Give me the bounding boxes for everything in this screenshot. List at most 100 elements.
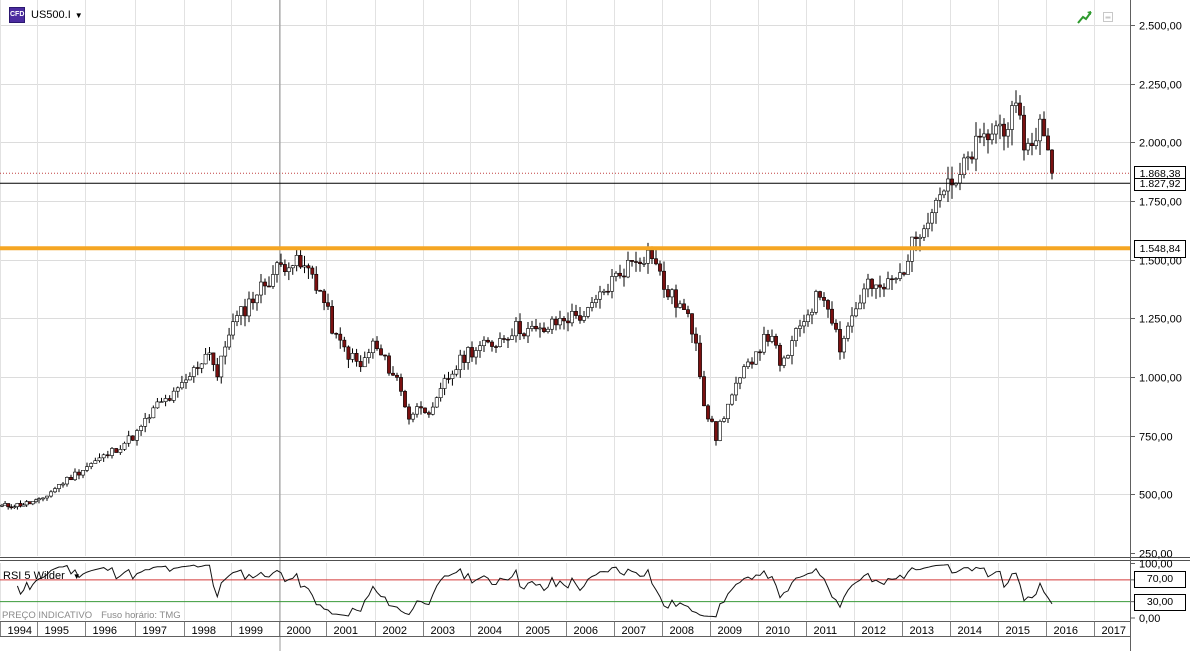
candle-body <box>898 272 902 279</box>
candle-body <box>199 363 204 369</box>
candle-body <box>602 290 606 293</box>
candle-body <box>542 327 546 332</box>
candle-body <box>570 311 574 324</box>
candle-body <box>610 276 614 292</box>
candle-body <box>227 334 231 348</box>
chevron-down-icon[interactable]: ▼ <box>74 10 83 20</box>
candle-body <box>415 406 419 415</box>
candle-body <box>105 454 110 457</box>
candle-body <box>454 369 459 375</box>
candle-body <box>866 278 870 290</box>
candle-body <box>986 133 990 141</box>
candle-body <box>69 477 73 481</box>
candle-body <box>118 449 123 453</box>
candle-body <box>379 348 383 356</box>
candle-body <box>654 258 658 265</box>
candle-body <box>188 376 192 381</box>
time-label: 2013 <box>910 625 934 637</box>
candle-body <box>195 367 200 369</box>
candle-body <box>738 377 742 384</box>
candle-body <box>57 484 61 489</box>
candle-body <box>318 290 323 292</box>
candle-body <box>243 306 247 317</box>
candle-body <box>267 285 271 288</box>
candle-body <box>666 289 670 298</box>
candle-body <box>814 291 818 313</box>
candle-body <box>578 315 582 321</box>
candle-body <box>994 125 998 135</box>
rsi-line <box>16 564 1053 618</box>
support-price-tag: 1.548,84 <box>1134 240 1186 258</box>
candle-body <box>1022 114 1026 151</box>
candle-body <box>870 278 874 289</box>
candle-body <box>184 379 188 383</box>
rsi-tick-label: 100,00 <box>1139 559 1173 571</box>
candle-body <box>530 325 534 329</box>
candle-body <box>810 311 814 316</box>
candle-body <box>81 470 85 476</box>
candle-body <box>259 281 263 296</box>
candle-body <box>15 503 20 508</box>
candle-body <box>498 338 502 347</box>
candle-body <box>1018 102 1022 116</box>
candle-body <box>1042 118 1046 137</box>
candle-body <box>906 261 910 275</box>
candle-body <box>147 417 152 420</box>
price-tick-label: 2.000,00 <box>1139 138 1182 150</box>
time-label: 2009 <box>718 625 742 637</box>
candle-body <box>310 267 315 275</box>
candle-body <box>918 236 922 239</box>
candle-body <box>53 488 57 493</box>
candle-body <box>255 294 259 304</box>
candle-body <box>430 406 435 415</box>
candle-body <box>334 332 339 335</box>
candle-body <box>93 460 98 464</box>
time-label: 2012 <box>862 625 886 637</box>
candle-body <box>302 265 307 268</box>
candle-body <box>842 338 846 353</box>
time-label: 2014 <box>958 625 982 637</box>
candle-body <box>247 298 251 317</box>
candle-body <box>391 372 395 376</box>
candle-body <box>534 325 538 330</box>
candle-body <box>423 407 427 413</box>
candle-body <box>850 315 854 327</box>
minimize-icon[interactable] <box>1103 12 1113 22</box>
price-tick-label: 250,00 <box>1139 549 1173 561</box>
candle-body <box>387 355 391 374</box>
candle-body <box>338 333 343 341</box>
candle-body <box>730 394 734 405</box>
trend-arrow-icon[interactable] <box>1077 10 1093 24</box>
price-tick-label: 750,00 <box>1139 432 1173 444</box>
candle-body <box>818 291 822 298</box>
candle-body <box>502 338 506 340</box>
candle-body <box>314 273 319 291</box>
time-label: 2011 <box>814 625 838 637</box>
candle-body <box>366 352 371 358</box>
candle-body <box>41 497 45 500</box>
candle-body <box>990 133 994 141</box>
candle-body <box>211 352 216 365</box>
candle-body <box>251 298 255 304</box>
time-label: 1998 <box>192 625 216 637</box>
time-label: 2006 <box>574 625 598 637</box>
candle-body <box>85 466 89 471</box>
candle-body <box>862 288 866 304</box>
candle-body <box>371 340 375 354</box>
candle-body <box>223 346 228 357</box>
candle-body <box>239 306 243 316</box>
candle-body <box>163 398 168 402</box>
chevron-down-icon[interactable]: ▼ <box>72 571 81 581</box>
candle-body <box>934 199 938 214</box>
candle-body <box>0 504 4 507</box>
symbol-selector[interactable]: CFD US500.I ▼ <box>9 7 83 23</box>
candle-body <box>554 318 558 326</box>
candle-body <box>97 457 102 461</box>
candle-body <box>630 260 634 262</box>
candle-body <box>411 413 415 420</box>
candle-body <box>77 471 81 476</box>
candle-body <box>114 448 119 453</box>
candle-body <box>21 504 26 507</box>
rsi-indicator-selector[interactable]: RSI 5 Wilder ▼ <box>3 570 81 582</box>
